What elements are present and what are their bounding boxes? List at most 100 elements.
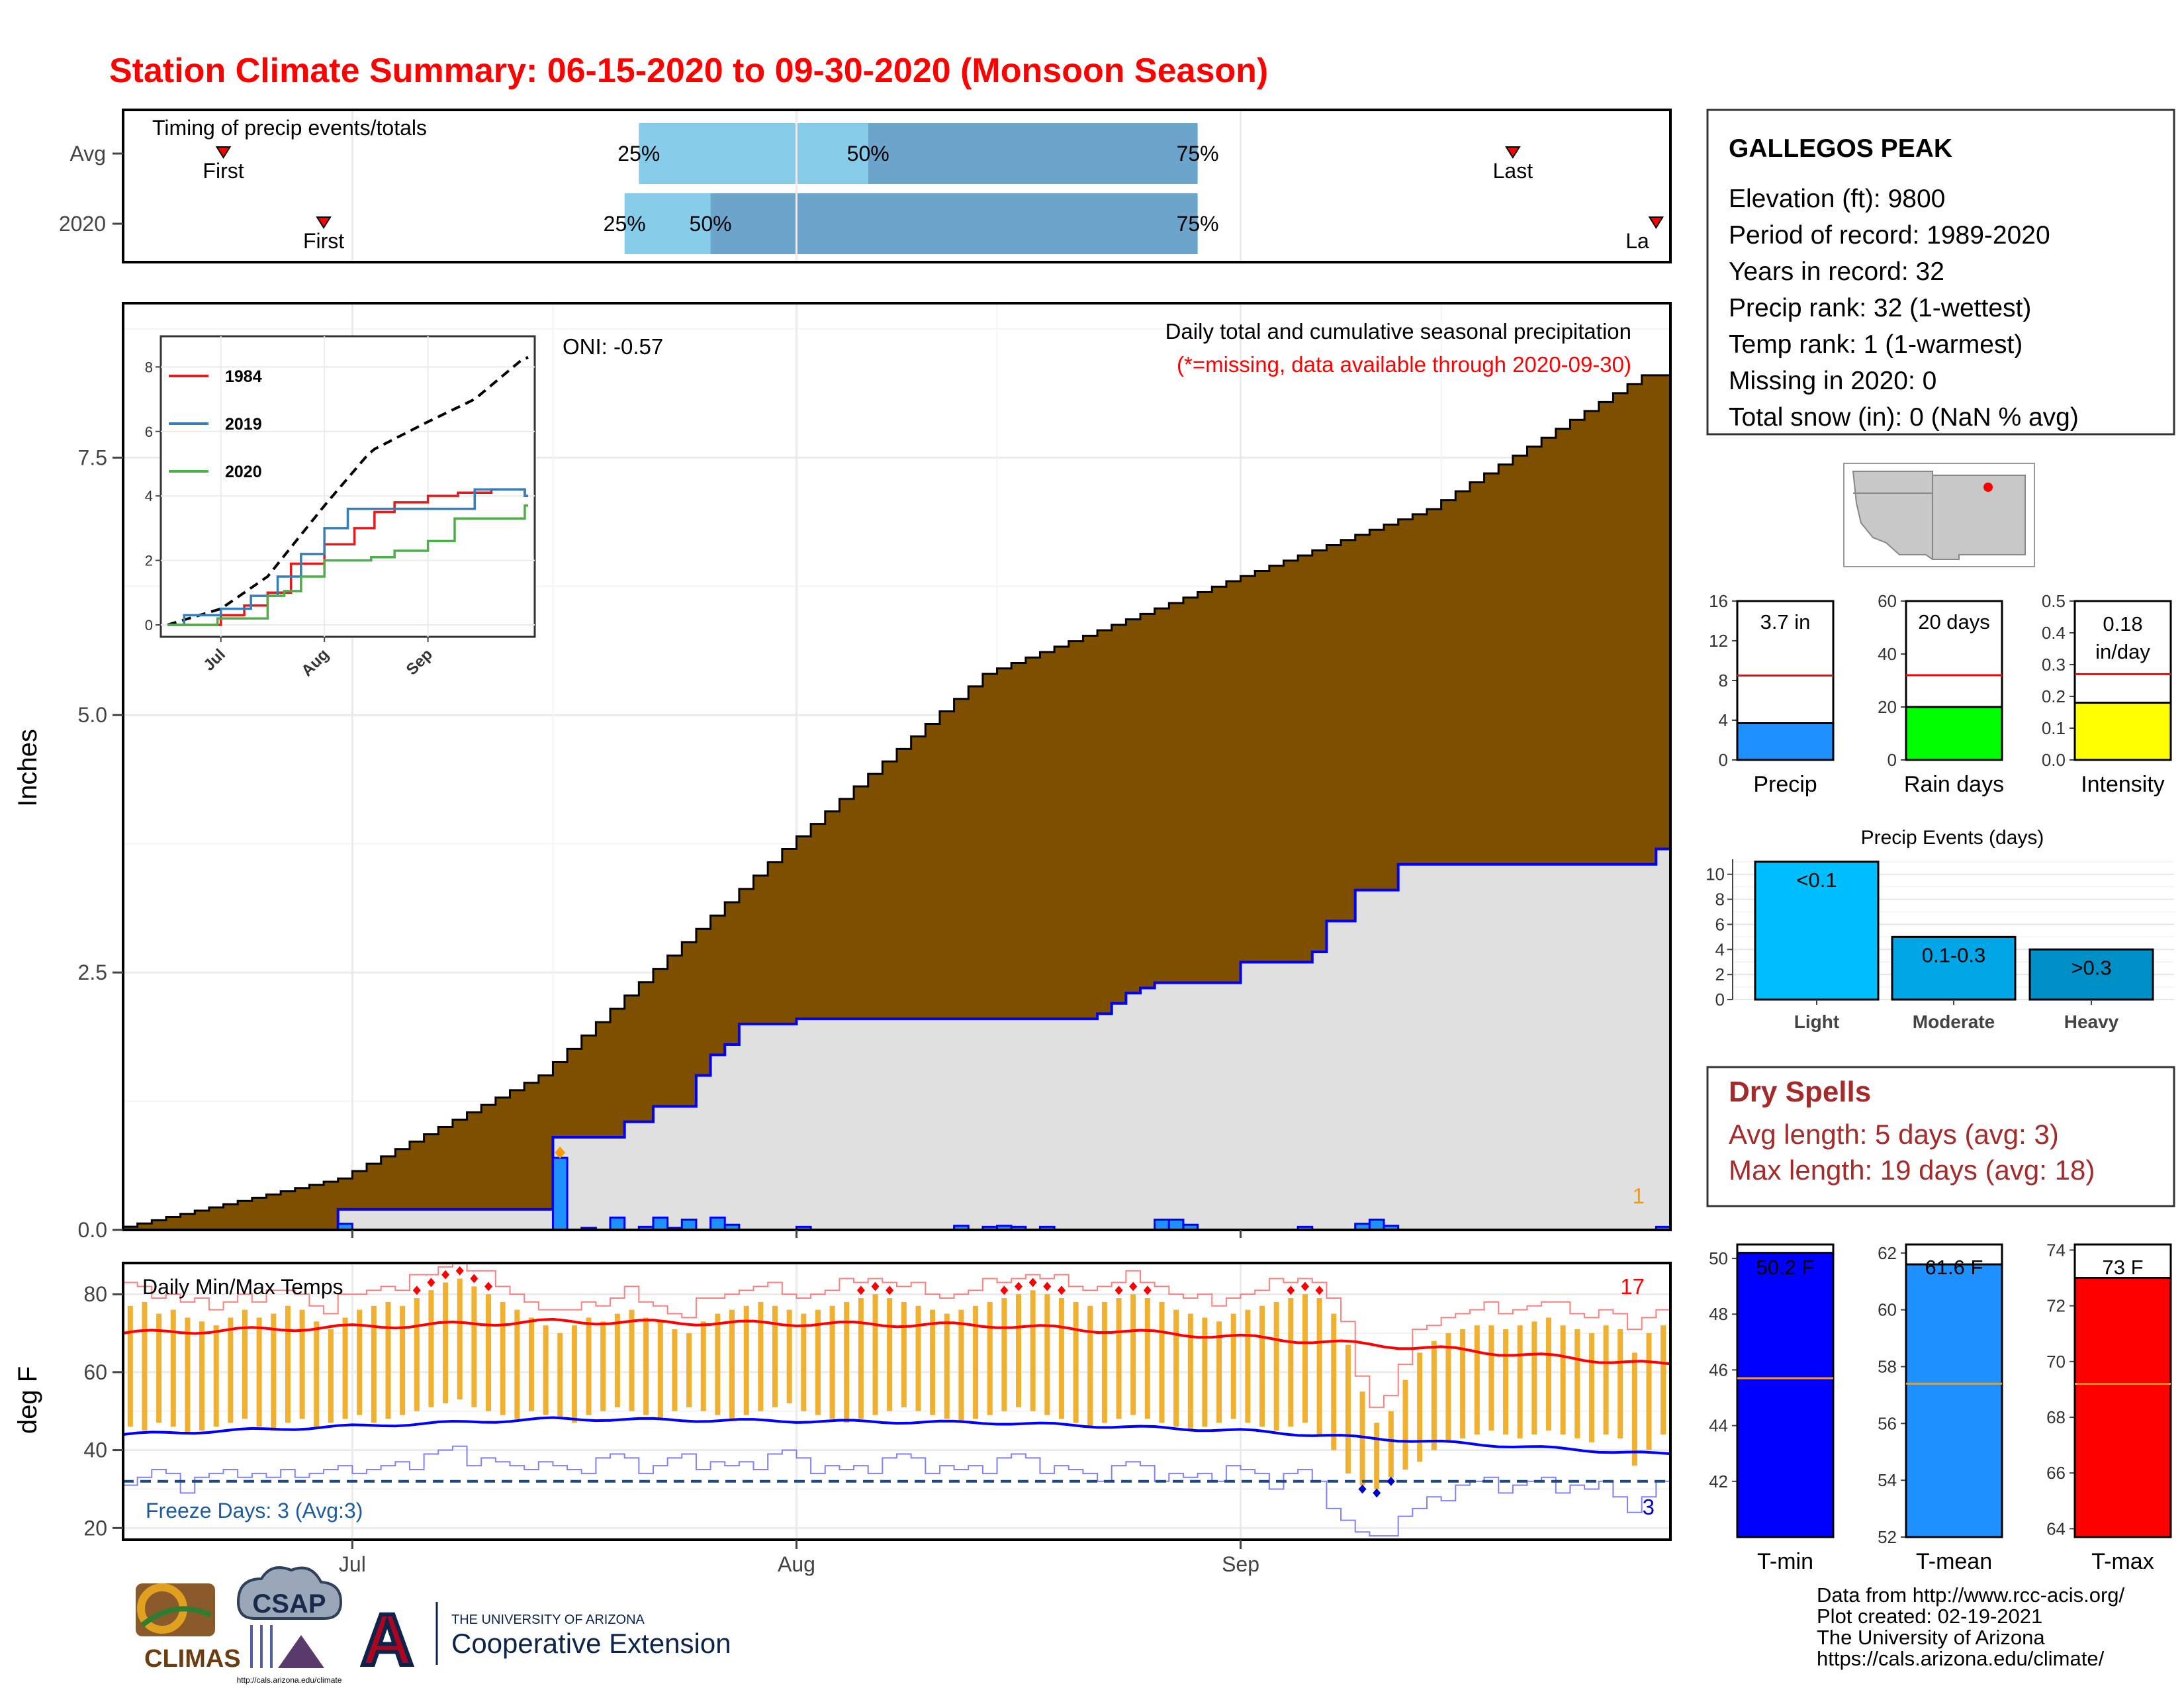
temp-bar-ytick-label-T-min-0: 42: [1709, 1472, 1728, 1491]
daily-precip-bar-2020-07-26: [709, 1216, 726, 1231]
csap-logo-text: CSAP: [252, 1589, 326, 1618]
timing-label: Timing of precip events/totals: [152, 116, 427, 140]
csap-logo-cloud: [236, 1566, 343, 1620]
temp-daily-bar-5: [199, 1321, 205, 1431]
temp-mean-min-line: [122, 1416, 1671, 1456]
daily-precip-bar-2020-07-15: [551, 1156, 569, 1231]
temp-daily-bar-30: [557, 1333, 563, 1419]
mini-bar-value-Rain days: [1905, 706, 2003, 761]
precip-annotation-missing: (*=missing, data available through 2020-…: [1177, 352, 1631, 377]
temp-daily-bar-35: [629, 1309, 635, 1411]
temp-daily-bar-80: [1273, 1301, 1279, 1431]
mini-bar-ytick-label-Precip-0: 0: [1719, 750, 1728, 770]
csap-logo-mountain: [278, 1635, 324, 1668]
temp-daily-bar-59: [973, 1305, 979, 1419]
mini-bar-ytick-label-Intensity-4: 0.4: [2042, 623, 2066, 643]
temp-bar-value-T-max: [2073, 1277, 2172, 1538]
timing-panel: 25% 50% 75% First Last 25% 50% 75% First La Timin…: [59, 109, 1672, 263]
temp-bar-value-label-T-min: 50.2 F: [1756, 1256, 1815, 1279]
temp-daily-bar-73: [1173, 1309, 1179, 1427]
temp-daily-bar-6: [213, 1325, 219, 1427]
temp-daily-bar-58: [958, 1309, 964, 1423]
mini-bar-ytick-label-Intensity-5: 0.5: [2042, 591, 2066, 611]
temp-bar-ytick-label-T-min-2: 46: [1709, 1360, 1728, 1380]
temp-daily-bar-4: [185, 1317, 191, 1435]
temp-daily-bar-17: [371, 1305, 377, 1423]
timing-last-label-2020: La: [1625, 229, 1649, 253]
freeze-count: 3: [1643, 1495, 1655, 1519]
temp-daily-bar-98: [1531, 1321, 1537, 1435]
temp-daily-bar-13: [314, 1321, 320, 1427]
station-location-dot: [1983, 483, 1993, 492]
temp-daily-bar-97: [1517, 1325, 1523, 1438]
events-bar-label-Heavy: >0.3: [2071, 956, 2111, 979]
station-name: GALLEGOS PEAK: [1729, 134, 1952, 163]
temp-daily-bar-43: [743, 1305, 749, 1415]
location-map: [1843, 463, 2035, 567]
temp-daily-bar-29: [543, 1325, 549, 1415]
timing-row-avg-label: Avg: [69, 142, 106, 165]
record-high-marker-83: [1315, 1286, 1324, 1295]
timing-p50-label-Avg: 50%: [847, 142, 889, 165]
mini-bar-ytick-label-Rain days-1: 20: [1878, 697, 1897, 717]
temp-daily-bar-9: [256, 1317, 262, 1427]
temp-daily-bar-56: [930, 1309, 936, 1415]
mini-bar-ytick-label-Intensity-3: 0.3: [2042, 655, 2066, 675]
events-ytick-label-4: 8: [1715, 890, 1725, 910]
station-temp-rank: Temp rank: 1 (1-warmest): [1729, 330, 2023, 359]
temp-daily-bar-68: [1101, 1301, 1107, 1423]
temp-panel: 20 40 60 80 Jul Aug Sep Daily Min/Max Temps 1…: [13, 1230, 1672, 1576]
record-high-marker-61: [1000, 1286, 1009, 1295]
temp-daily-bar-53: [887, 1297, 893, 1411]
mini-bar-value-label-1-Intensity: 0.18: [2103, 612, 2142, 635]
precip-frame: [122, 302, 1672, 1231]
csap-logo-rain: [250, 1625, 273, 1668]
credit-data-source: Data from http://www.rcc-acis.org/: [1817, 1583, 2125, 1607]
temp-label: Daily Min/Max Temps: [142, 1275, 343, 1299]
figure-title: Station Climate Summary: 06-15-2020 to 0…: [109, 52, 1268, 90]
temp-daily-bar-2: [156, 1313, 162, 1423]
record-high-marker-69: [1115, 1286, 1123, 1295]
temp-bar-ytick-label-T-mean-0: 52: [1878, 1527, 1897, 1547]
climas-logo: CLIMAS: [136, 1583, 241, 1673]
cumulative-2020-area: [123, 847, 1672, 1231]
temp-record-low-line: [123, 1445, 1670, 1537]
temp-daily-bar-85: [1345, 1344, 1351, 1474]
temp-daily-bar-14: [328, 1329, 334, 1423]
temp-daily-bar-95: [1488, 1325, 1494, 1431]
events-ytick-label-1: 2: [1715, 964, 1725, 984]
record-high-marker-81: [1287, 1286, 1295, 1295]
temp-bar-ytick-label-T-min-4: 50: [1709, 1248, 1728, 1268]
daily-precip-bar-2020-09-10: [1368, 1218, 1385, 1231]
temp-bar-ytick-label-T-max-3: 70: [2046, 1352, 2066, 1372]
temp-bar-ytick-label-T-max-0: 64: [2046, 1519, 2066, 1538]
climas-logo-leaf: [140, 1606, 212, 1628]
temp-daily-bar-102: [1588, 1333, 1594, 1442]
temp-daily-bar-103: [1603, 1325, 1609, 1435]
temp-daily-bar-51: [858, 1297, 864, 1419]
daily-precip-bar-2020-07-19: [609, 1216, 626, 1231]
temp-daily-bar-104: [1617, 1329, 1623, 1438]
station-info-frame: [1706, 109, 2175, 436]
seasonal-totals-bars: 0 4 8 12 16 3.7 in Precip 0 20 40 60 20 days Rain da…: [1709, 591, 2172, 797]
precip-ytick-label-0: 0.0: [78, 1218, 107, 1242]
mini-bar-ytick-label-Rain days-2: 40: [1878, 644, 1897, 664]
temp-daily-bar-91: [1431, 1340, 1437, 1450]
temp-daily-bar-15: [342, 1317, 348, 1419]
temp-daily-bar-99: [1545, 1317, 1551, 1431]
daily-precip-bar-2020-08-26: [1154, 1218, 1170, 1231]
temp-bar-ytick-label-T-mean-2: 56: [1878, 1413, 1897, 1433]
mini-bar-ytick-label-Rain days-3: 60: [1878, 591, 1897, 611]
csap-logo-url: http://cals.arizona.edu/climate: [237, 1675, 342, 1685]
temp-daily-bar-71: [1144, 1297, 1150, 1419]
temp-bar-value-label-T-mean: 61.6 F: [1925, 1256, 1983, 1279]
temp-daily-bar-49: [829, 1305, 835, 1419]
mini-bar-ytick-label-Precip-4: 16: [1709, 591, 1728, 611]
temp-daily-bar-55: [915, 1305, 921, 1411]
temp-bar-ytick-label-T-max-1: 66: [2046, 1463, 2066, 1483]
temp-daily-bar-45: [772, 1305, 778, 1407]
temp-bar-category-T-mean: T-mean: [1916, 1549, 1992, 1574]
mini-bar-value-Precip: [1736, 722, 1835, 761]
precip-annotation-title: Daily total and cumulative seasonal prec…: [1165, 319, 1631, 344]
temp-daily-bar-50: [844, 1301, 850, 1423]
